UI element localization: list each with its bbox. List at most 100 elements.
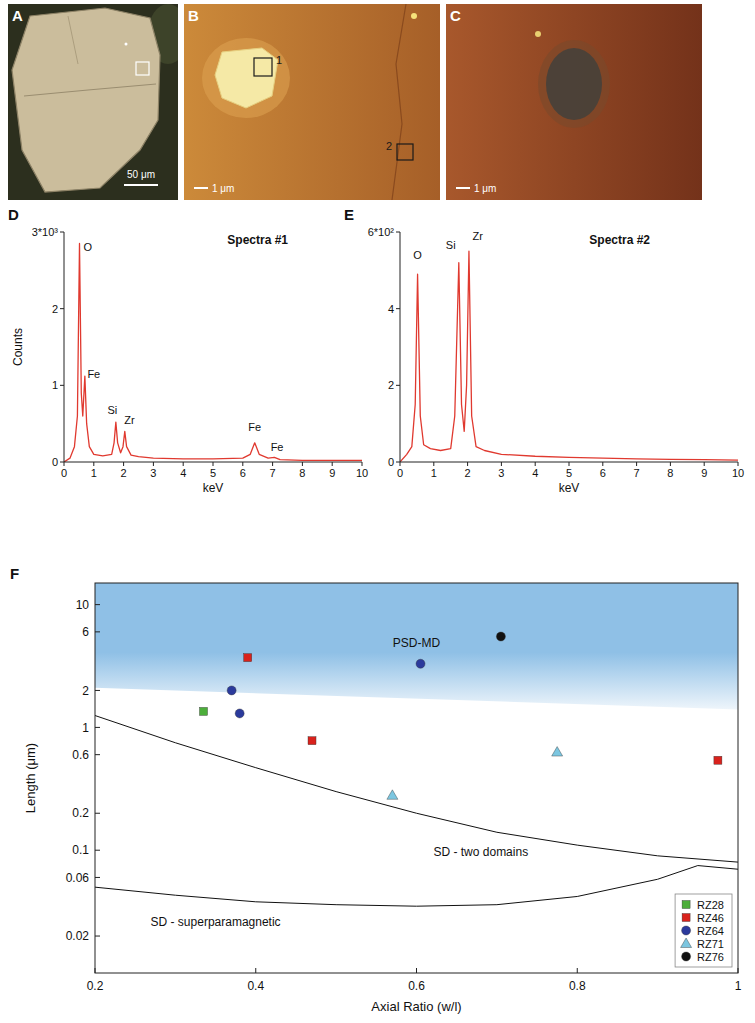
x-tick [467,462,468,466]
scale-label: 1 μm [212,183,234,194]
point [496,632,505,641]
y-axis [64,232,65,462]
x-tick [416,968,417,973]
x-tick [95,968,96,973]
grain [12,8,160,192]
y-tick [95,813,100,814]
photo-ground [446,4,702,200]
scale-label: 1 μm [474,183,496,194]
figure: 50 μmA121 μmB1 μmC0123456789100123*10³OF… [0,0,755,1023]
legend-marker [681,938,692,948]
y-tick-label: 2 [82,684,89,698]
legend-marker [682,901,690,909]
x-tick-label: 8 [299,467,305,479]
band [95,583,738,709]
spot-box [397,144,413,160]
annotation: Si [107,404,117,416]
y-tick [95,850,100,851]
x-tick [255,968,256,973]
scale-bar [124,184,158,186]
y-tick [95,604,100,605]
annotation: Zr [473,230,484,242]
x-tick [400,462,401,466]
x-tick-label: 5 [210,467,216,479]
photo: 1 μm [446,4,702,200]
point [227,686,236,695]
frame [95,583,738,973]
y-tick [60,462,64,463]
point [552,747,563,757]
line [400,251,738,462]
annotation: PSD-MD [393,636,441,650]
x-tick-label: 0.4 [247,979,264,993]
x-tick-label: 9 [329,467,335,479]
halo [202,38,290,118]
x-tick-label: 10 [356,467,368,479]
x-tick-label: 7 [270,467,276,479]
y-axis [400,232,401,462]
y-tick [396,308,400,309]
x-tick-label: 6 [240,467,246,479]
y-tick-label: 1 [52,379,58,391]
x-tick-label: 2 [121,467,127,479]
legend-frame [675,894,732,967]
point [244,654,252,662]
crack [68,16,78,64]
x-tick [636,462,637,466]
y-tick [95,754,100,755]
x-tick [738,462,739,466]
y-tick [396,462,400,463]
x-axis-title: keV [203,481,224,495]
line [95,716,738,863]
legend-label: RZ46 [697,912,724,924]
chart-title: Spectra #2 [589,233,650,247]
x-tick [602,462,603,466]
panel-letter: F [10,565,19,582]
x-tick-label: 6 [600,467,606,479]
y-tick-label: 4 [388,303,394,315]
speck [125,43,128,46]
x-tick-label: 8 [667,467,673,479]
y-tick [60,308,64,309]
y-tick [60,232,64,233]
grain [546,48,602,120]
plot-area [64,244,362,463]
y-tick-label: 0 [52,456,58,468]
panel-letter: E [344,206,354,223]
y-tick-label: 0.02 [66,929,90,943]
legend-label: RZ71 [697,938,724,950]
point [387,790,398,800]
panel-letter: B [188,7,199,24]
x-tick [501,462,502,466]
x-tick [242,462,243,466]
annotation: O [413,249,422,261]
x-tick-label: 5 [566,467,572,479]
x-tick-label: 0.8 [569,979,586,993]
x-tick-label: 0 [397,467,403,479]
point [200,707,208,715]
y-tick-label: 6 [82,625,89,639]
line [95,866,738,907]
x-tick-label: 3 [150,467,156,479]
x-axis-title: Axial Ratio (w/l) [371,999,461,1014]
y-tick-label: 10 [76,598,90,612]
point [416,659,425,668]
y-tick-label: 1 [82,721,89,735]
x-tick [153,462,154,466]
legend-label: RZ64 [697,925,724,937]
x-tick-label: 0.2 [87,979,104,993]
legend-label: RZ76 [697,951,724,963]
scale-bar [194,187,208,189]
x-tick [569,462,570,466]
scale-label: 50 μm [127,169,155,180]
x-tick [577,968,578,973]
y-tick [95,690,100,691]
inset-box [136,62,149,75]
y-tick [95,936,100,937]
legend-marker [682,914,690,922]
legend-marker [682,926,691,935]
panel-letter: A [12,7,23,24]
x-tick-label: 0 [61,467,67,479]
annotation: SD - two domains [433,845,528,859]
x-tick [670,462,671,466]
